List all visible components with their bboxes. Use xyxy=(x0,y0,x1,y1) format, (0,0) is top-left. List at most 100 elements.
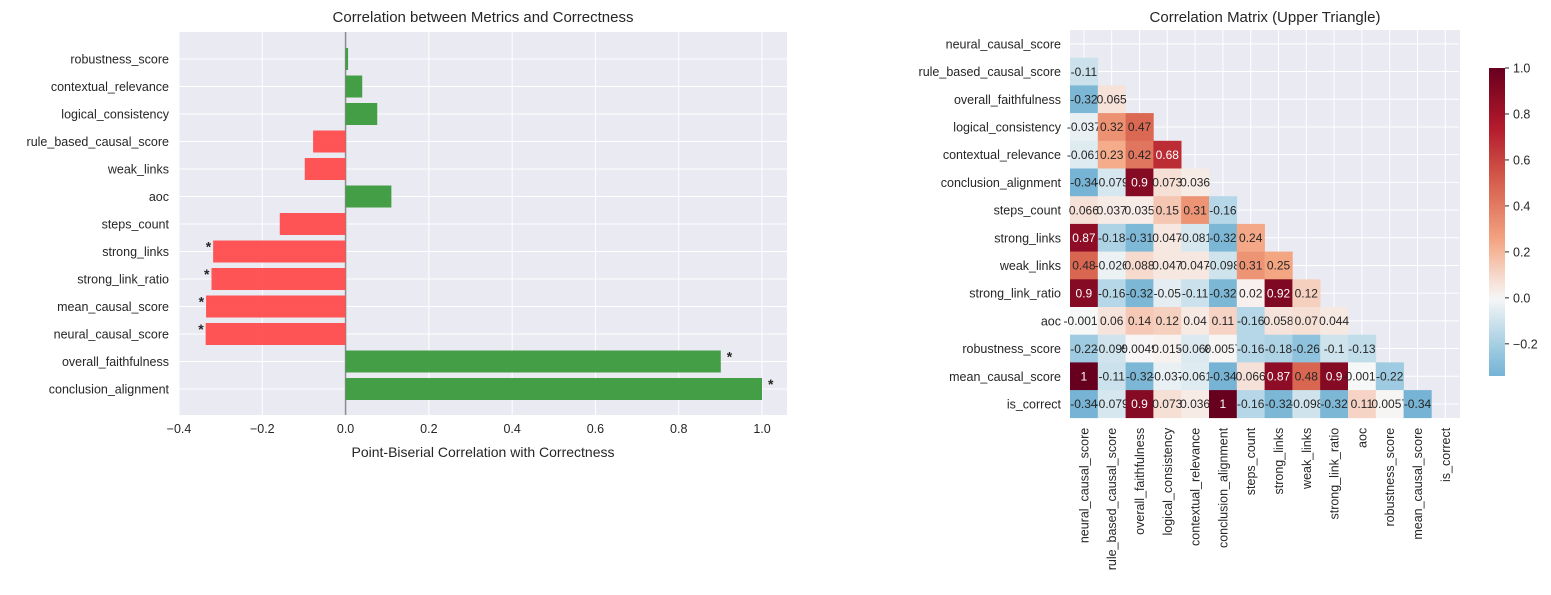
heatmap-row-label: strong_links xyxy=(994,231,1061,245)
heatmap-cell-label: 0.0057 xyxy=(1205,342,1242,356)
heatmap-cell-label: -0.05 xyxy=(1154,286,1182,300)
heatmap-cell xyxy=(1292,279,1321,308)
heatmap-cell-label: -0.098 xyxy=(1206,259,1240,273)
heatmap-cell xyxy=(1070,279,1099,308)
heatmap-row-label: overall_faithfulness xyxy=(954,93,1061,107)
heatmap-cell xyxy=(1348,362,1377,391)
heatmap-cell xyxy=(1153,390,1182,419)
heatmap-cell-label: -0.34 xyxy=(1070,176,1098,190)
heatmap-row-label: weak_links xyxy=(999,259,1061,273)
heatmap-cell xyxy=(1403,390,1432,419)
bar-y-tick-labels: robustness_score contextual_relevancelogi… xyxy=(27,53,170,397)
heatmap-cell-label: 0.015 xyxy=(1152,342,1182,356)
heatmap-row-label: logical_consistency xyxy=(953,120,1061,134)
heatmap-cell-label: 0.11 xyxy=(1212,314,1235,328)
heatmap-cell-label: -0.26 xyxy=(1293,342,1321,356)
heatmap-cell xyxy=(1153,279,1182,308)
significance-star: * xyxy=(199,294,205,310)
heatmap-cell-label: 0.9 xyxy=(1131,176,1148,190)
heatmap-chart: -0.11-0.32 0.065-0.037 0.32 0.47-0.061 0.23 0… xyxy=(919,9,1538,570)
heatmap-cell xyxy=(1070,223,1099,252)
heatmap-row-label: robustness_score xyxy=(962,342,1061,356)
heatmap-cell-label: 0.92 xyxy=(1267,286,1291,300)
heatmap-cell-label: -0.32 xyxy=(1265,397,1293,411)
significance-markers: * * * * * * xyxy=(198,239,774,393)
heatmap-cell-label: 0.12 xyxy=(1156,314,1180,328)
heatmap-column-label: neural_causal_score xyxy=(1077,428,1091,543)
heatmap-cell xyxy=(1097,334,1126,363)
heatmap-cell-label: 0.073 xyxy=(1152,176,1182,190)
bar-neural_causal_score xyxy=(205,323,346,345)
heatmap-cell xyxy=(1097,196,1126,225)
heatmap-cell-label: 0.06 xyxy=(1100,314,1124,328)
heatmap-cell-label: 0.11 xyxy=(1351,397,1374,411)
heatmap-cell-label: -0.16 xyxy=(1237,314,1265,328)
heatmap-cell-label: 0.0049 xyxy=(1121,342,1158,356)
heatmap-cell xyxy=(1236,390,1265,419)
heatmap-cell xyxy=(1292,390,1321,419)
heatmap-cell-label: -0.31 xyxy=(1126,231,1154,245)
heatmap-row-label: contextual_relevance xyxy=(943,148,1061,162)
bar-x-tick-label: 0.0 xyxy=(337,422,354,436)
heatmap-cell xyxy=(1264,362,1293,391)
heatmap-cell xyxy=(1181,196,1210,225)
heatmap-cell-label: -0.18 xyxy=(1265,342,1293,356)
bars xyxy=(205,48,763,400)
heatmap-row-label: rule_based_causal_score xyxy=(919,65,1062,79)
heatmap-cell xyxy=(1236,279,1265,308)
heatmap-cell xyxy=(1236,362,1265,391)
colorbar-tick-label: 1.0 xyxy=(1513,62,1530,76)
heatmap-cell xyxy=(1264,307,1293,335)
heatmap-cell xyxy=(1320,307,1349,335)
heatmap-cell xyxy=(1153,196,1182,225)
heatmap-cell-label: 0.065 xyxy=(1097,92,1127,106)
bar-overall_faithfulness xyxy=(345,350,721,373)
heatmap-cell-label: 0.42 xyxy=(1128,148,1152,162)
heatmap-cell-label: 1 xyxy=(1081,369,1088,383)
bar-steps_count xyxy=(279,213,346,235)
heatmap-row-label: is_correct xyxy=(1007,397,1062,411)
heatmap-cell xyxy=(1125,307,1154,335)
heatmap-cell-label: -0.32 xyxy=(1209,286,1237,300)
heatmap-column-label: mean_causal_score xyxy=(1411,428,1425,540)
heatmap-cell-label: -0.095 xyxy=(1095,342,1129,356)
heatmap-cell-label: -0.22 xyxy=(1070,342,1098,356)
colorbar-tick-label: 0.4 xyxy=(1513,199,1530,213)
bar-y-tick-label: strong_link_ratio xyxy=(77,273,169,287)
bar-y-tick-label: contextual_relevance xyxy=(51,80,169,94)
heatmap-cell-label: 0.036 xyxy=(1180,176,1210,190)
heatmap-cell-label: 0.9 xyxy=(1076,286,1093,300)
heatmap-cell-label: -0.16 xyxy=(1237,397,1265,411)
bar-mean_causal_score xyxy=(206,295,346,318)
heatmap-cell xyxy=(1153,307,1182,335)
bar-chart-title: Correlation between Metrics and Correctn… xyxy=(333,9,634,26)
heatmap-cell-label: -0.079 xyxy=(1095,397,1129,411)
heatmap-cell-label: -0.34 xyxy=(1209,369,1237,383)
bar-logical_consistency xyxy=(345,103,378,125)
heatmap-cell-label: 0.48 xyxy=(1295,369,1319,383)
heatmap-cell xyxy=(1097,307,1126,335)
heatmap-row-label: neural_causal_score xyxy=(946,37,1061,51)
heatmap-cell-label: 0.036 xyxy=(1180,397,1210,411)
heatmap-cell xyxy=(1375,390,1404,419)
heatmap-cell-label: -0.079 xyxy=(1095,176,1129,190)
heatmap-cell-label: -0.068 xyxy=(1178,342,1212,356)
heatmap-cell-label: 0.0057 xyxy=(1371,397,1408,411)
heatmap-cell-label: 0.047 xyxy=(1152,259,1182,273)
bar-x-tick-label: 1.0 xyxy=(753,422,770,436)
heatmap-cell xyxy=(1097,85,1126,114)
heatmap-cell-label: 1 xyxy=(1220,397,1227,411)
heatmap-cell xyxy=(1153,140,1182,169)
heatmap-cell xyxy=(1070,113,1099,142)
heatmap-cell xyxy=(1236,251,1265,280)
heatmap-column-label: robustness_score xyxy=(1383,428,1397,527)
heatmap-cell-label: -0.0015 xyxy=(1064,314,1105,328)
significance-star: * xyxy=(204,266,210,282)
heatmap-column-label: conclusion_alignment xyxy=(1216,427,1230,548)
heatmap-column-label: logical_consistency xyxy=(1161,427,1175,535)
bar-x-tick-label: 0.2 xyxy=(420,422,437,436)
heatmap-cell-label: 0.07 xyxy=(1295,314,1319,328)
heatmap-cell xyxy=(1264,279,1293,308)
heatmap-cell xyxy=(1348,334,1377,363)
heatmap-cell xyxy=(1292,334,1321,363)
